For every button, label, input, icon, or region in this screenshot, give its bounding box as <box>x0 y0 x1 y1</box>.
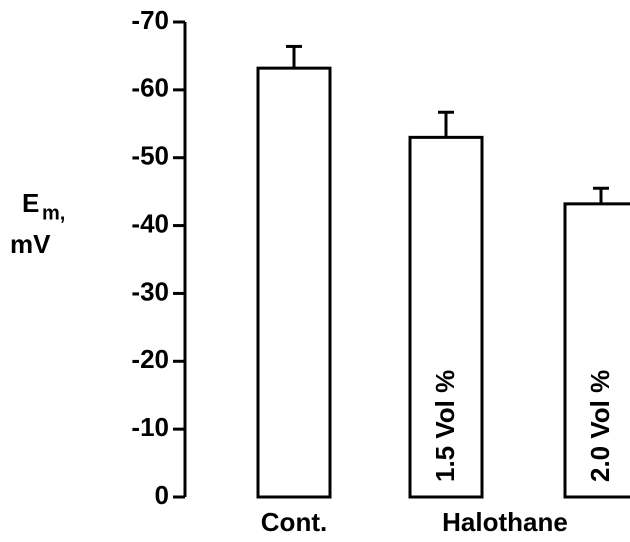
bar-inner-label: 2.0 Vol % <box>585 370 615 482</box>
y-axis-label: E <box>22 188 39 218</box>
bar-inner-label: 1.5 Vol % <box>430 370 460 482</box>
y-tick-label: 0 <box>155 480 169 510</box>
x-tick-label: Cont. <box>261 507 327 537</box>
y-tick-label: -70 <box>131 5 169 35</box>
y-axis-label-sub: m, <box>42 202 65 224</box>
bar <box>256 66 332 499</box>
y-tick-label: -60 <box>131 73 169 103</box>
bar <box>563 202 630 499</box>
y-axis-unit: mV <box>10 229 51 259</box>
y-tick-label: -20 <box>131 344 169 374</box>
group-label: Halothane <box>442 507 568 537</box>
y-tick-label: -40 <box>131 208 169 238</box>
y-tick-label: -30 <box>131 276 169 306</box>
y-tick-label: -50 <box>131 141 169 171</box>
bar <box>408 135 484 499</box>
y-tick-label: -10 <box>131 412 169 442</box>
